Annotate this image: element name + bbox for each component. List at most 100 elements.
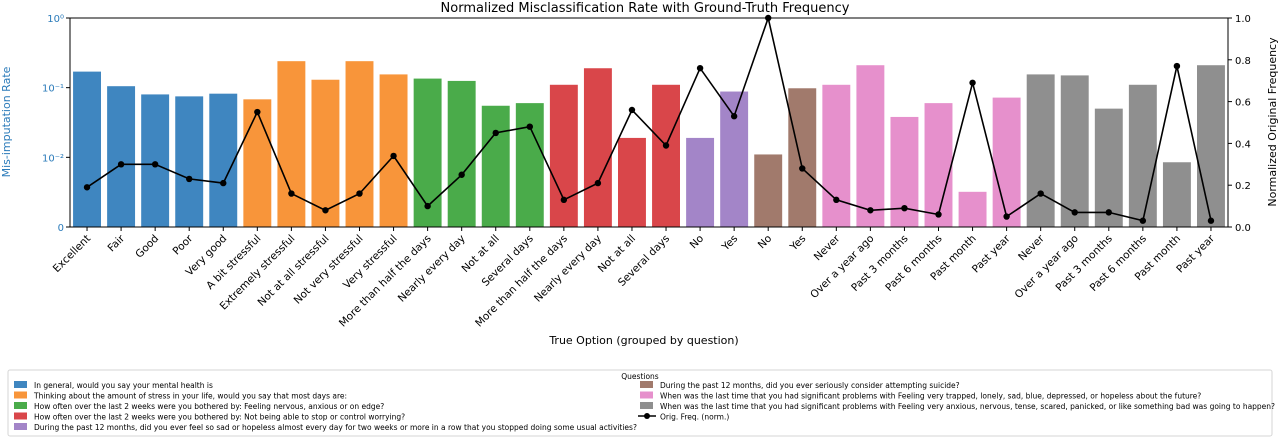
x-tick-label: Never — [812, 232, 843, 263]
x-tick-label: Never — [1016, 232, 1047, 263]
legend-title: Questions — [621, 372, 659, 381]
frequency-line-series — [83, 14, 1215, 224]
bar — [1197, 65, 1225, 227]
bar — [754, 154, 783, 227]
frequency-point — [83, 184, 91, 191]
bar — [243, 99, 272, 227]
legend-swatch — [14, 381, 27, 388]
bar — [788, 88, 817, 227]
frequency-point — [186, 175, 193, 183]
frequency-point — [390, 152, 397, 160]
bar — [73, 71, 101, 227]
legend-label: Orig. Freq. (norm.) — [660, 413, 729, 422]
bar — [209, 93, 238, 228]
bar — [686, 137, 715, 227]
x-axis-label: True Option (grouped by question) — [548, 334, 738, 347]
x-tick-label: Past year — [1174, 232, 1217, 275]
frequency-point — [117, 161, 125, 168]
bar — [618, 137, 646, 227]
x-tick-label: No — [688, 233, 707, 252]
bars — [73, 61, 1225, 228]
y-axis-label: Mis-imputation Rate — [0, 66, 13, 177]
frequency-point — [662, 142, 670, 149]
x-tick-label: No — [756, 233, 775, 252]
x-tick-label: Good — [133, 233, 161, 261]
frequency-point — [560, 196, 568, 204]
frequency-point — [492, 129, 499, 137]
legend-label: Thinking about the amount of stress in y… — [33, 392, 347, 401]
legend-label: In general, would you say your mental he… — [34, 381, 213, 390]
y2-tick-label: 0.8 — [1235, 56, 1251, 67]
x-tick-label: Poor — [170, 232, 195, 257]
bar — [1026, 74, 1055, 227]
x-tick-label: Over a year ago — [1013, 233, 1081, 301]
legend-swatch — [14, 402, 27, 409]
frequency-point — [1071, 209, 1078, 216]
bar — [583, 68, 612, 228]
frequency-point — [526, 123, 533, 130]
bar — [141, 94, 170, 228]
bar — [277, 61, 306, 227]
frequency-line — [86, 15, 1212, 222]
frequency-point — [1037, 190, 1044, 197]
y-tick-label: 0 — [58, 223, 64, 234]
y-tick-label: 10⁻¹ — [42, 84, 64, 95]
bar — [992, 97, 1021, 227]
bar — [447, 80, 476, 227]
axes: 10⁰ 10⁻¹ 10⁻² 0 0.0 0.2 0.4 0.6 0.8 1.0 — [42, 14, 1251, 234]
bar — [311, 79, 340, 228]
bar — [345, 61, 374, 227]
x-tick-label: Yes — [719, 233, 740, 254]
frequency-point — [696, 64, 704, 72]
bar — [175, 96, 204, 228]
frequency-point — [1105, 209, 1112, 216]
y2-axis-label: Normalized Original Frequency — [1266, 37, 1279, 207]
legend-swatch — [640, 402, 653, 409]
frequency-point — [1003, 213, 1010, 220]
x-tick-label: Yes — [787, 233, 808, 254]
y-tick-label: 10⁻² — [42, 153, 64, 164]
bar — [652, 84, 680, 227]
legend-label: When was the last time that you had sign… — [660, 402, 1275, 411]
frequency-point — [799, 165, 806, 172]
frequency-point — [151, 161, 159, 168]
legend-swatch — [14, 423, 27, 430]
frequency-point — [1173, 62, 1181, 70]
frequency-point — [833, 196, 840, 204]
legend-swatch — [14, 391, 27, 399]
bar — [720, 91, 749, 228]
bar — [1094, 108, 1123, 227]
bar — [515, 103, 544, 227]
bar — [481, 105, 510, 227]
x-tick-label: Nearly every day — [532, 233, 604, 305]
bar — [958, 191, 987, 227]
x-tick-label: Fair — [105, 232, 127, 254]
frequency-point — [594, 179, 602, 187]
frequency-point — [1207, 217, 1215, 224]
frequency-point — [254, 108, 261, 116]
y2-tick-label: 0.0 — [1235, 223, 1251, 234]
legend-label: During the past 12 months, did you ever … — [34, 423, 637, 432]
legend-label: How often over the last 2 weeks were you… — [34, 402, 384, 411]
bar — [856, 65, 885, 227]
bar — [107, 86, 136, 227]
frequency-point — [288, 190, 295, 197]
legend-line-marker — [644, 413, 650, 419]
frequency-point — [730, 113, 738, 120]
frequency-point — [1139, 217, 1147, 224]
x-tick-label: Over a year ago — [808, 233, 876, 301]
bar — [1060, 75, 1089, 227]
axes-frame — [69, 17, 1229, 228]
y2-tick-label: 0.2 — [1235, 181, 1251, 192]
legend-swatch — [14, 412, 27, 420]
bar — [413, 78, 442, 227]
frequency-point — [901, 204, 908, 212]
y2-tick-label: 1.0 — [1235, 14, 1251, 25]
bar — [549, 84, 578, 227]
frequency-point — [867, 207, 874, 214]
bar — [1162, 162, 1191, 227]
frequency-point — [356, 190, 363, 197]
legend-label: How often over the last 2 weeks were you… — [34, 413, 405, 422]
bar — [924, 103, 953, 227]
